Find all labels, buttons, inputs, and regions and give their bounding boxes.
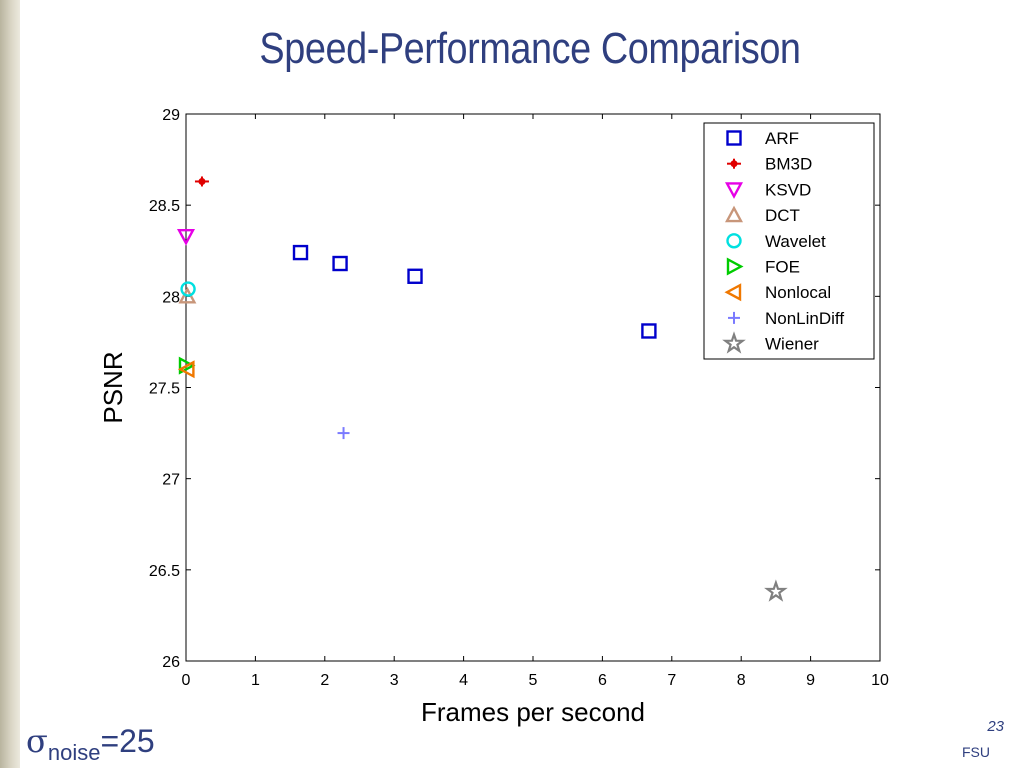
x-tick-label: 0 — [182, 672, 191, 689]
data-point-arf — [641, 323, 657, 339]
legend-label-wiener: Wiener — [765, 335, 819, 354]
x-tick-label: 8 — [737, 672, 746, 689]
data-point-foe — [178, 356, 196, 375]
y-tick-label: 28 — [162, 289, 180, 306]
x-tick-label: 4 — [459, 672, 468, 689]
marker-shape — [407, 268, 423, 284]
legend-label-wavelet: Wavelet — [765, 232, 826, 251]
marker-shape — [176, 228, 196, 246]
page-number: 23 — [987, 718, 1004, 735]
x-tick-label: 5 — [529, 672, 538, 689]
legend-label-dct: DCT — [765, 206, 800, 225]
noise-subscript: noise — [47, 740, 101, 765]
x-tick-label: 6 — [598, 672, 607, 689]
data-point-bm3d — [194, 176, 209, 187]
marker-shape — [726, 257, 744, 276]
marker-shape — [726, 233, 742, 249]
data-point-arf — [407, 268, 423, 284]
legend-label-nonlocal: Nonlocal — [765, 283, 831, 302]
marker-shape — [724, 283, 742, 302]
legend-marker-wavelet — [726, 233, 742, 249]
marker-shape — [177, 360, 195, 379]
data-point-arf — [292, 244, 309, 261]
y-tick-label: 29 — [162, 107, 180, 124]
y-tick-label: 28.5 — [149, 198, 180, 215]
legend-marker-wiener — [722, 331, 746, 354]
x-tick-label: 2 — [320, 672, 329, 689]
legend-label-nonlindiff: NonLinDiff — [765, 309, 844, 328]
marker-shape — [724, 205, 744, 223]
legend-label-foe: FOE — [765, 258, 800, 277]
legend-label-bm3d: BM3D — [765, 155, 812, 174]
marker-shape — [722, 331, 746, 354]
legend-label-arf: ARF — [765, 129, 799, 148]
legend-marker-arf — [726, 130, 742, 146]
marker-shape — [724, 182, 744, 199]
marker-shape — [180, 281, 196, 297]
x-axis-label: Frames per second — [421, 697, 645, 727]
marker-shape — [292, 244, 309, 261]
x-tick-label: 3 — [390, 672, 399, 689]
slide-left-bar — [0, 0, 20, 768]
marker-shape — [178, 356, 196, 375]
legend-marker-bm3d — [727, 158, 741, 169]
legend-label-ksvd: KSVD — [765, 180, 811, 199]
data-point-nonlocal — [177, 360, 195, 379]
noise-value: =25 — [100, 723, 155, 759]
x-tick-label: 1 — [251, 672, 260, 689]
sigma-symbol: σ — [26, 722, 48, 760]
data-point-wiener — [764, 579, 788, 602]
noise-level-label: σnoise=25 — [26, 722, 155, 765]
marker-shape — [764, 579, 788, 602]
legend-marker-nonlocal — [724, 283, 742, 302]
y-tick-label: 26 — [162, 654, 180, 671]
x-tick-label: 9 — [806, 672, 815, 689]
marker-shape — [726, 130, 742, 146]
x-tick-label: 10 — [871, 672, 889, 689]
y-tick-label: 27.5 — [149, 381, 180, 398]
legend-marker-foe — [726, 257, 744, 276]
legend-marker-ksvd — [724, 182, 744, 199]
data-point-ksvd — [176, 228, 196, 246]
data-point-wavelet — [180, 281, 196, 297]
data-point-arf — [332, 255, 348, 272]
x-tick-label: 7 — [667, 672, 676, 689]
y-tick-label: 26.5 — [149, 563, 180, 580]
data-point-nonlindiff — [337, 427, 350, 440]
slide-title: Speed-Performance Comparison — [259, 24, 801, 73]
footer-label: FSU — [962, 744, 990, 760]
legend-marker-dct — [724, 205, 744, 223]
y-axis-label: PSNR — [98, 351, 128, 423]
marker-shape — [641, 323, 657, 339]
marker-shape — [332, 255, 348, 272]
y-tick-label: 27 — [162, 472, 180, 489]
legend-marker-nonlindiff — [728, 311, 740, 324]
